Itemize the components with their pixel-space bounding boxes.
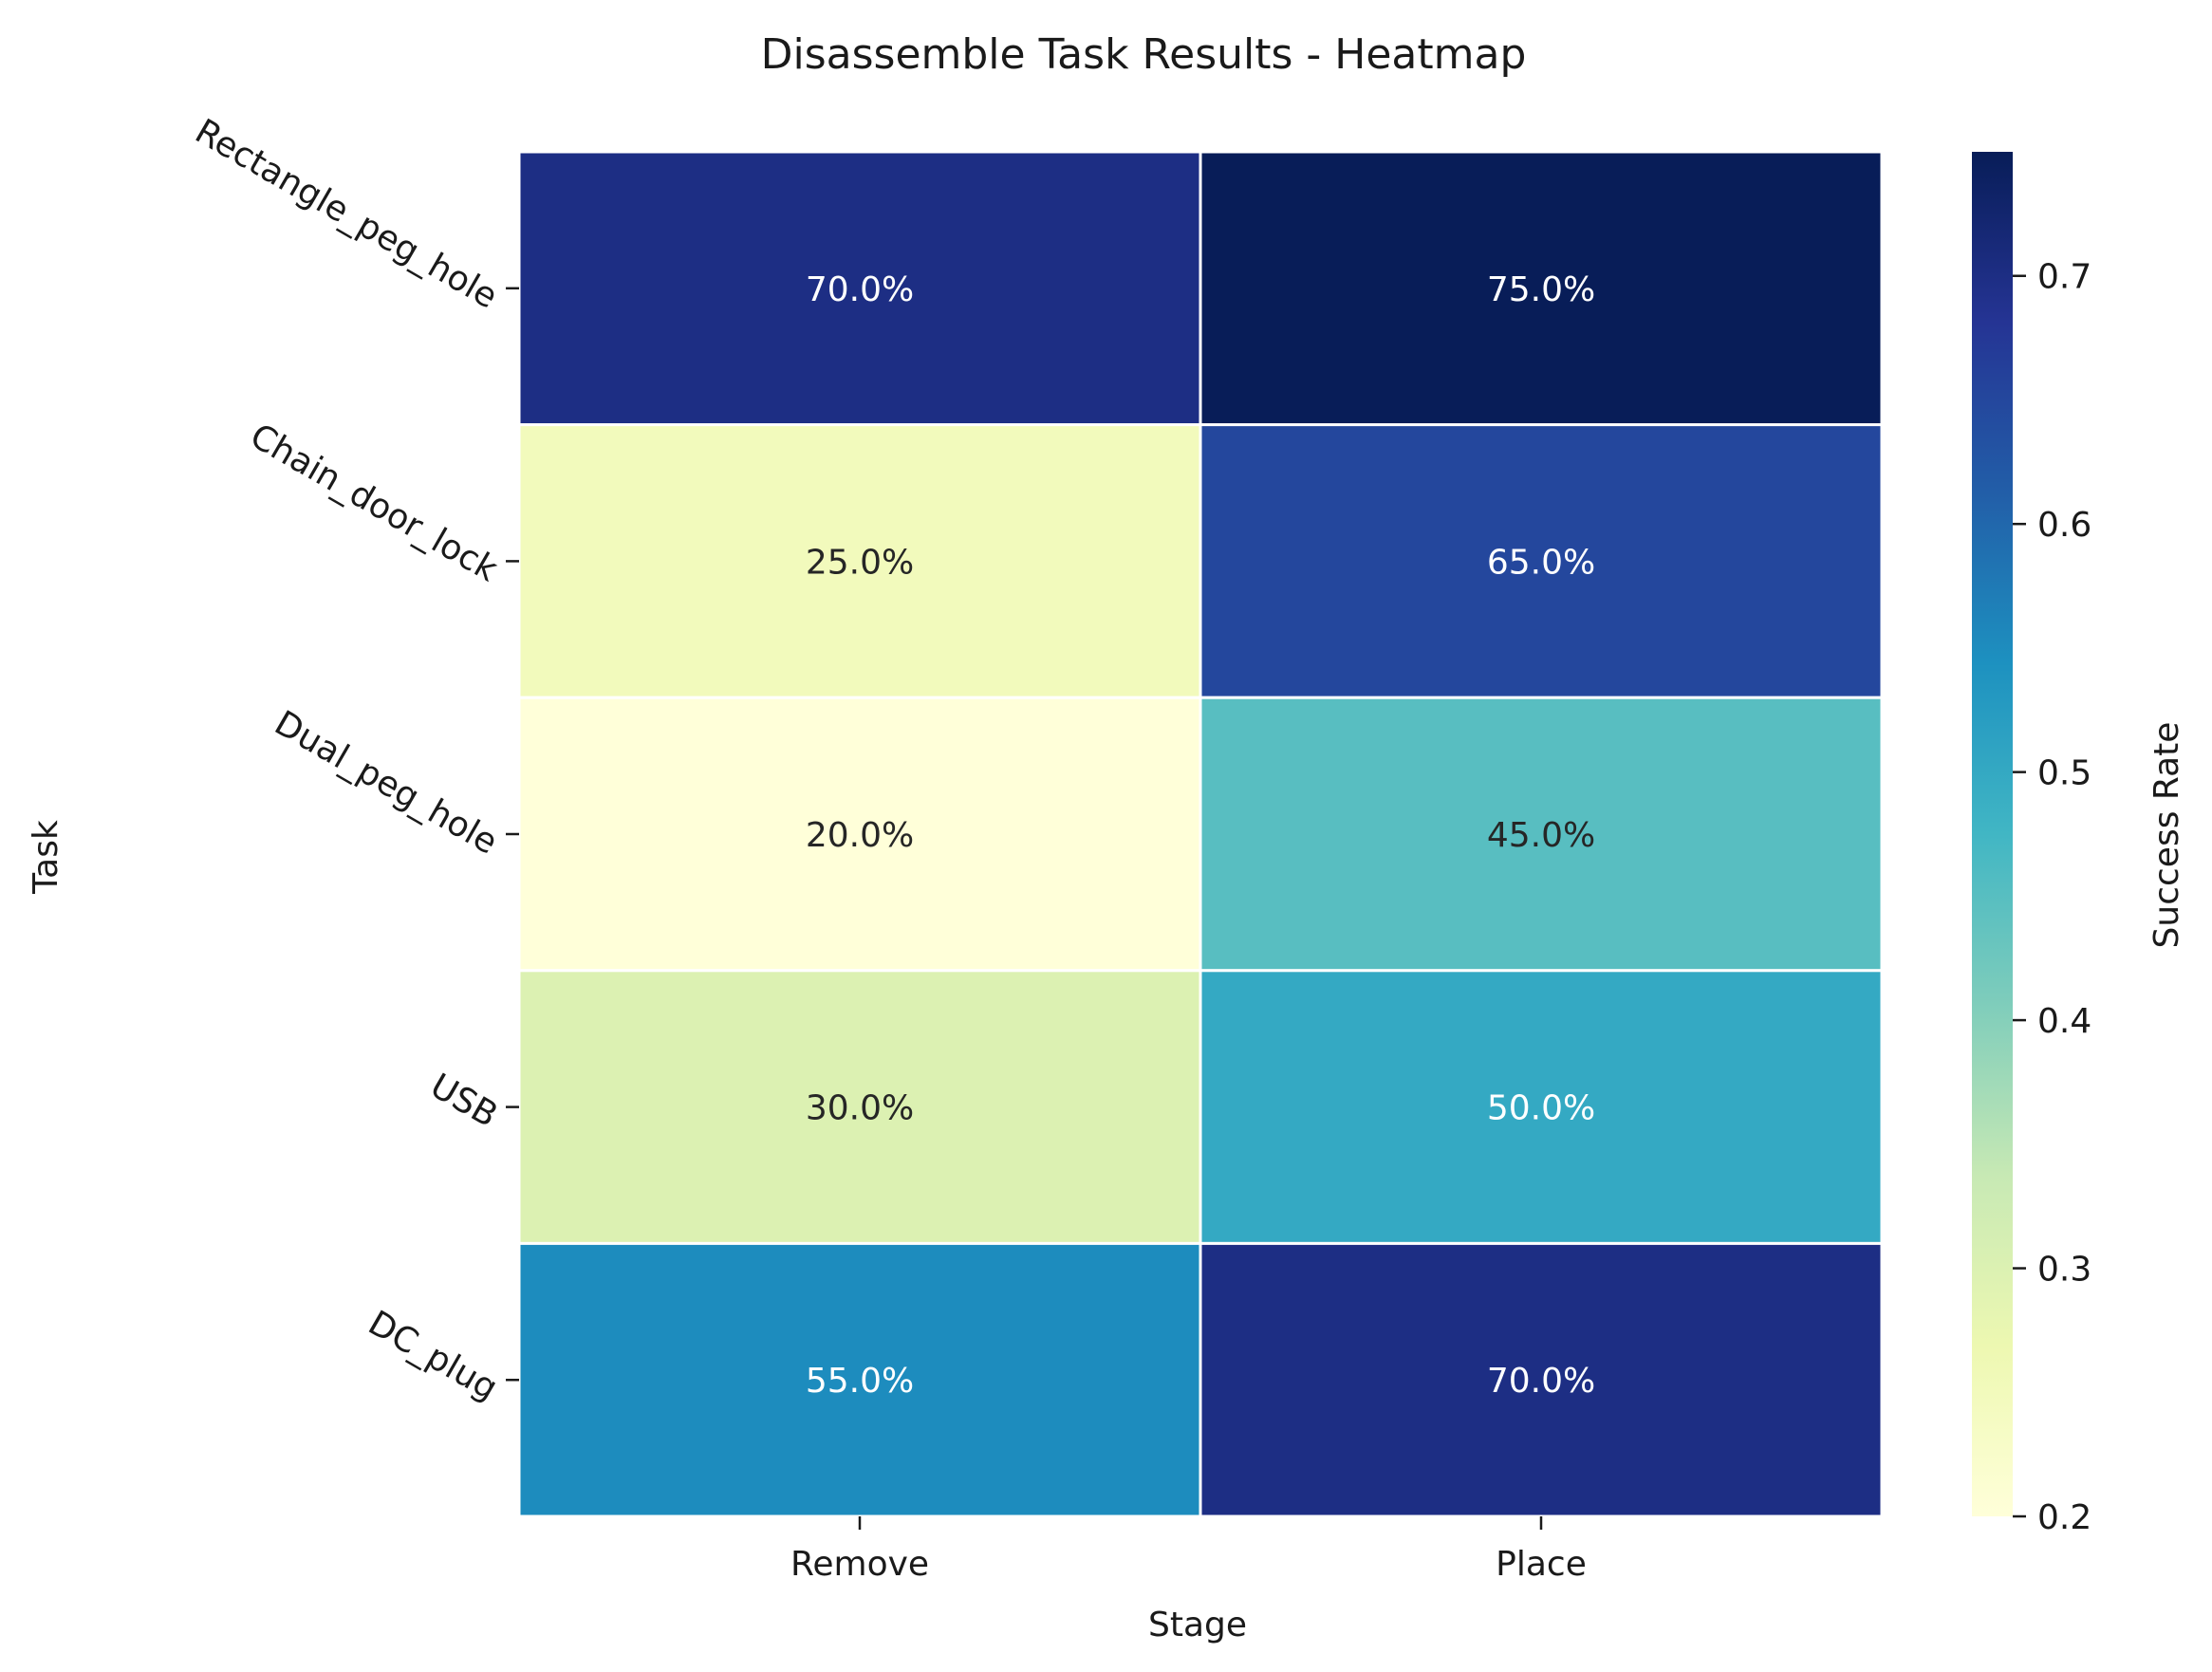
- y-tick-label: DC_plug: [362, 1304, 504, 1408]
- heatmap-cell: [1199, 150, 1884, 427]
- y-tick-label: Rectangle_peg_hole: [189, 112, 504, 317]
- colorbar-tick-label: 0.2: [2037, 1498, 2091, 1537]
- y-tick-label: Chain_door_lock: [244, 417, 505, 589]
- heatmap-cell: [517, 423, 1202, 699]
- cell-value-label: 55.0%: [806, 1362, 914, 1401]
- colorbar-tick-label: 0.3: [2037, 1251, 2091, 1290]
- heatmap-cells: 70.0% 75.0% 25.0% 65.0% 20.0% 45.0% 30.0% 50.0%…: [517, 150, 1884, 1518]
- heatmap-cell: [1199, 423, 1884, 699]
- y-axis-label: Task: [27, 820, 65, 895]
- colorbar-gradient: [1972, 152, 2013, 1516]
- x-axis-ticks: Remove Place: [790, 1516, 1587, 1584]
- cell-value-label: 70.0%: [806, 270, 914, 309]
- heatmap-cell: [517, 696, 1202, 973]
- heatmap-cell: [1199, 696, 1884, 973]
- heatmap-cell: [517, 150, 1202, 427]
- cell-value-label: 20.0%: [806, 816, 914, 855]
- x-tick-label: Place: [1496, 1545, 1587, 1584]
- colorbar-tick-label: 0.7: [2037, 258, 2091, 297]
- heatmap-cell: [1199, 1241, 1884, 1518]
- cell-value-label: 65.0%: [1487, 543, 1595, 582]
- colorbar-tick-label: 0.6: [2037, 506, 2091, 545]
- cell-value-label: 45.0%: [1487, 816, 1595, 855]
- chart-title: Disassemble Task Results - Heatmap: [761, 30, 1527, 79]
- y-axis-ticks: Rectangle_peg_hole Chain_door_lock Dual_pe…: [189, 112, 519, 1408]
- colorbar-tick-label: 0.4: [2037, 1002, 2091, 1041]
- x-axis-label: Stage: [1148, 1606, 1247, 1644]
- heatmap-cell: [1199, 969, 1884, 1245]
- y-tick-label: Dual_peg_hole: [268, 704, 504, 863]
- x-tick-label: Remove: [790, 1545, 929, 1584]
- cell-value-label: 25.0%: [806, 543, 914, 582]
- colorbar-tick-label: 0.5: [2037, 754, 2091, 793]
- cell-value-label: 50.0%: [1487, 1089, 1595, 1128]
- cell-value-label: 75.0%: [1487, 270, 1595, 309]
- colorbar-label: Success Rate: [2147, 722, 2186, 949]
- colorbar: 0.2 0.3 0.4 0.5 0.6 0.7: [1972, 152, 2091, 1537]
- y-tick-label: USB: [423, 1067, 504, 1135]
- cell-value-label: 70.0%: [1487, 1362, 1595, 1401]
- cell-value-label: 30.0%: [806, 1089, 914, 1128]
